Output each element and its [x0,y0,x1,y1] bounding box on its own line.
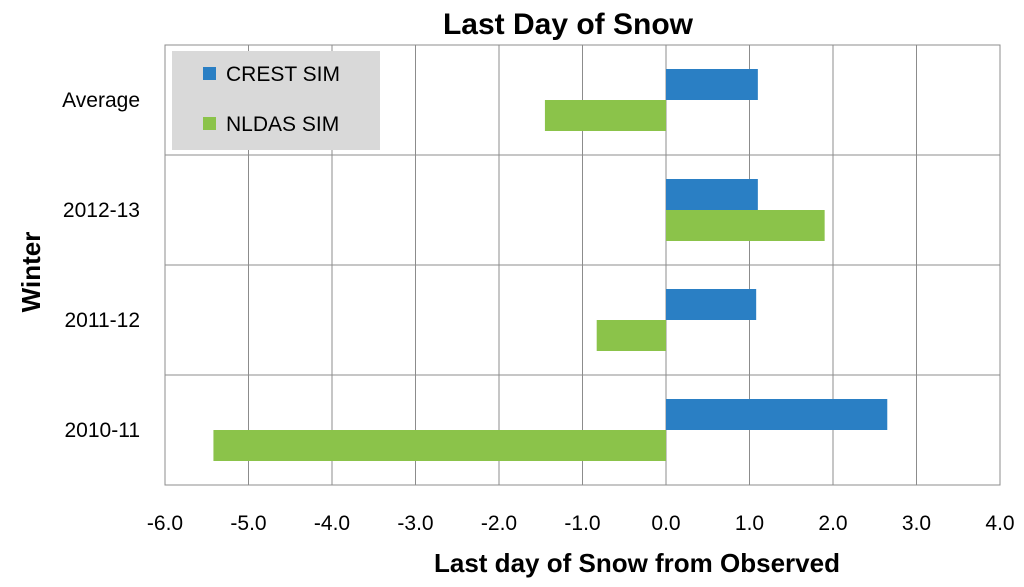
legend-label-crest: CREST SIM [226,63,340,86]
bar-nldas-sim-2011-12 [596,320,666,351]
bar-nldas-sim-2010-11 [213,430,666,461]
x-tick-label-6: 0.0 [651,512,680,535]
bar-crest-sim-2011-12 [666,289,757,320]
x-tick-label-3: -3.0 [397,512,433,535]
plot-border [164,44,1001,486]
x-tick-label-9: 3.0 [902,512,931,535]
bar-crest-sim-2012-13 [666,179,758,210]
legend-label-nldas: NLDAS SIM [226,113,339,136]
x-tick-label-4: -2.0 [481,512,517,535]
y-tick-labels: Average 2012-13 2011-12 2010-11 [62,89,140,442]
legend-swatch-nldas [203,117,216,130]
legend: CREST SIM NLDAS SIM [172,51,380,150]
bars [213,69,888,461]
x-tick-labels: -6.0 -5.0 -4.0 -3.0 -2.0 -1.0 0.0 1.0 2.0 3.0 4.0 [147,512,1015,535]
bar-nldas-sim-average [544,100,666,131]
bar-crest-sim-2010-11 [666,399,888,430]
y-axis-title: Winter [16,232,46,313]
bar-crest-sim-average [666,69,758,100]
x-tick-label-10: 4.0 [985,512,1014,535]
x-tick-label-0: -6.0 [147,512,183,535]
y-tick-label-0: Average [62,89,140,112]
x-tick-label-5: -1.0 [564,512,600,535]
bar-nldas-sim-2012-13 [666,210,825,241]
legend-swatch-crest [203,67,216,80]
x-axis-title: Last day of Snow from Observed [434,548,840,578]
x-tick-label-7: 1.0 [735,512,764,535]
x-tick-label-2: -4.0 [314,512,350,535]
y-tick-label-1: 2012-13 [63,199,140,222]
x-tick-label-8: 2.0 [818,512,847,535]
y-tick-label-3: 2010-11 [64,419,140,442]
chart-title: Last Day of Snow [443,8,694,41]
x-tick-label-1: -5.0 [230,512,266,535]
y-tick-label-2: 2011-12 [64,309,140,332]
